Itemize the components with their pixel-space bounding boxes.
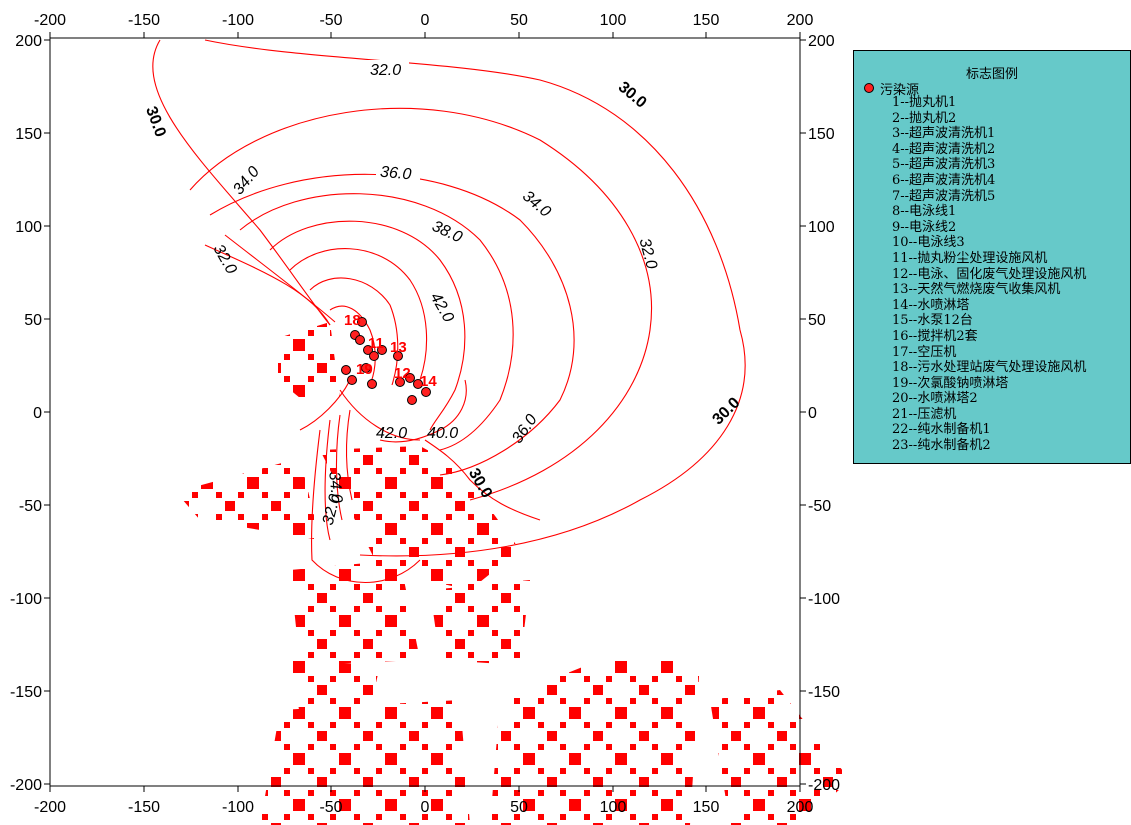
contour-label: 34.0 (325, 471, 345, 504)
x-axis-bottom: -200 -150 -100 -50 0 50 100 150 200 (34, 799, 813, 816)
x-tick-label: 200 (787, 12, 814, 29)
x-tick-label: 50 (510, 799, 528, 816)
y-tick-label: 200 (15, 33, 42, 50)
legend-panel: 标志图例 污染源 1--抛丸机1 2--抛丸机2 3--超声波清洗机1 4--超… (853, 50, 1131, 464)
legend-list: 1--抛丸机1 2--抛丸机2 3--超声波清洗机1 4--超声波清洗机2 5-… (892, 95, 1086, 454)
x-axis-top: -200 -150 -100 -50 0 50 100 150 200 (34, 12, 813, 29)
legend-item: 22--纯水制备机1 (892, 422, 991, 438)
y-tick-label: -200 (808, 777, 840, 794)
contour-label: 36.0 (509, 411, 541, 446)
x-tick-label: 100 (600, 12, 627, 29)
axis-ticks (44, 32, 806, 792)
pollution-sources (341, 317, 431, 405)
legend-item: 17--空压机 (892, 344, 957, 360)
x-tick-label: -100 (222, 799, 254, 816)
x-tick-label: 50 (510, 12, 528, 29)
y-tick-label: 50 (24, 312, 42, 329)
contour-label: 36.0 (379, 164, 412, 184)
y-tick-label: 150 (15, 126, 42, 143)
x-tick-label: -200 (34, 799, 66, 816)
source-label: 13 (390, 339, 407, 356)
y-axis-right: 200 150 100 50 0 -50 -100 -150 -200 (808, 33, 840, 794)
y-tick-label: -100 (10, 591, 42, 608)
source-label: 19 (356, 361, 373, 378)
y-tick-label: 0 (33, 405, 42, 422)
contour-label: 30.0 (615, 79, 650, 112)
legend-item: 3--超声波清洗机1 (892, 126, 996, 142)
contour-label: 34.0 (519, 188, 554, 221)
source-label: 14 (420, 373, 437, 390)
legend-item: 7--超声波清洗机5 (892, 188, 996, 204)
source-label: 12 (394, 365, 411, 382)
contour-label: 42.0 (376, 425, 407, 442)
y-tick-label: -50 (808, 498, 831, 515)
x-tick-label: 0 (421, 799, 430, 816)
legend-item: 4--超声波清洗机2 (892, 141, 996, 157)
x-tick-label: -150 (128, 799, 160, 816)
y-axis-left: 200 150 100 50 0 -50 -100 -150 -200 (10, 33, 42, 794)
legend-symbol-row: 污染源 (864, 79, 919, 98)
pollution-source-marker-icon (864, 83, 874, 93)
x-tick-label: -200 (34, 12, 66, 29)
legend-item: 9--电泳线2 (892, 219, 957, 235)
source-label: 11 (368, 335, 384, 352)
legend-item: 12--电泳、固化废气处理设施风机 (892, 266, 1087, 282)
contour-label: 38.0 (429, 218, 464, 247)
hatched-areas (176, 322, 850, 825)
y-tick-label: 50 (808, 312, 826, 329)
legend-item: 20--水喷淋塔2 (892, 391, 978, 407)
contour-label: 30.0 (142, 104, 169, 139)
x-tick-label: 150 (693, 799, 720, 816)
legend-item: 19--次氯酸钠喷淋塔 (892, 375, 1009, 391)
contour-labels: 32.0 30.0 30.0 34.0 36.0 32.0 34.0 38.0 … (142, 60, 744, 527)
legend-symbol-label: 污染源 (880, 83, 920, 98)
legend-item: 1--抛丸机1 (892, 95, 957, 110)
contour-label: 32.0 (209, 242, 239, 278)
legend-item: 8--电泳线1 (892, 204, 957, 220)
contour-label: 32.0 (320, 492, 345, 527)
y-tick-label: -100 (808, 591, 840, 608)
contour-label: 34.0 (230, 163, 263, 198)
contour-label: 42.0 (427, 290, 457, 326)
legend-item: 14--水喷淋塔 (892, 297, 970, 313)
contour-label: 32.0 (635, 236, 660, 271)
legend-item: 6--超声波清洗机4 (892, 172, 996, 188)
legend-item: 10--电泳线3 (892, 235, 965, 251)
contour-label: 40.0 (427, 425, 458, 442)
x-tick-label: 0 (421, 12, 430, 29)
legend-item: 21--压滤机 (892, 406, 957, 422)
contour-label: 30.0 (709, 394, 743, 428)
x-tick-label: -50 (319, 12, 342, 29)
x-tick-label: -150 (128, 12, 160, 29)
legend-item: 16--搅拌机2套 (892, 328, 978, 344)
y-tick-label: -50 (19, 498, 42, 515)
x-tick-label: 150 (693, 12, 720, 29)
legend-item: 23--纯水制备机2 (892, 438, 991, 454)
x-tick-label: -100 (222, 12, 254, 29)
x-tick-label: -50 (319, 799, 342, 816)
legend-title: 标志图例 (965, 67, 1018, 82)
y-tick-label: -150 (10, 684, 42, 701)
legend-item: 15--水泵12台 (892, 313, 973, 329)
contour-map: 32.0 30.0 30.0 34.0 36.0 32.0 34.0 38.0 … (10, 12, 850, 825)
contour-label: 32.0 (370, 62, 401, 79)
y-tick-label: 100 (808, 219, 835, 236)
x-tick-label: 200 (787, 799, 814, 816)
source-labels: 18 13 11 14 12 19 (344, 312, 437, 390)
y-tick-label: 0 (808, 405, 817, 422)
y-tick-label: -150 (808, 684, 840, 701)
legend-item: 5--超声波清洗机3 (892, 157, 996, 173)
y-tick-label: 200 (808, 33, 835, 50)
legend-item: 11--抛丸粉尘处理设施风机 (892, 250, 1048, 266)
y-tick-label: 150 (808, 126, 835, 143)
y-tick-label: 100 (15, 219, 42, 236)
x-tick-label: 100 (600, 799, 627, 816)
legend-item: 18--污水处理站废气处理设施风机 (892, 360, 1087, 376)
legend-item: 13--天然气燃烧废气收集风机 (892, 282, 1061, 298)
source-label: 18 (344, 312, 361, 329)
y-tick-label: -200 (10, 777, 42, 794)
legend-item: 2--抛丸机2 (892, 110, 957, 126)
